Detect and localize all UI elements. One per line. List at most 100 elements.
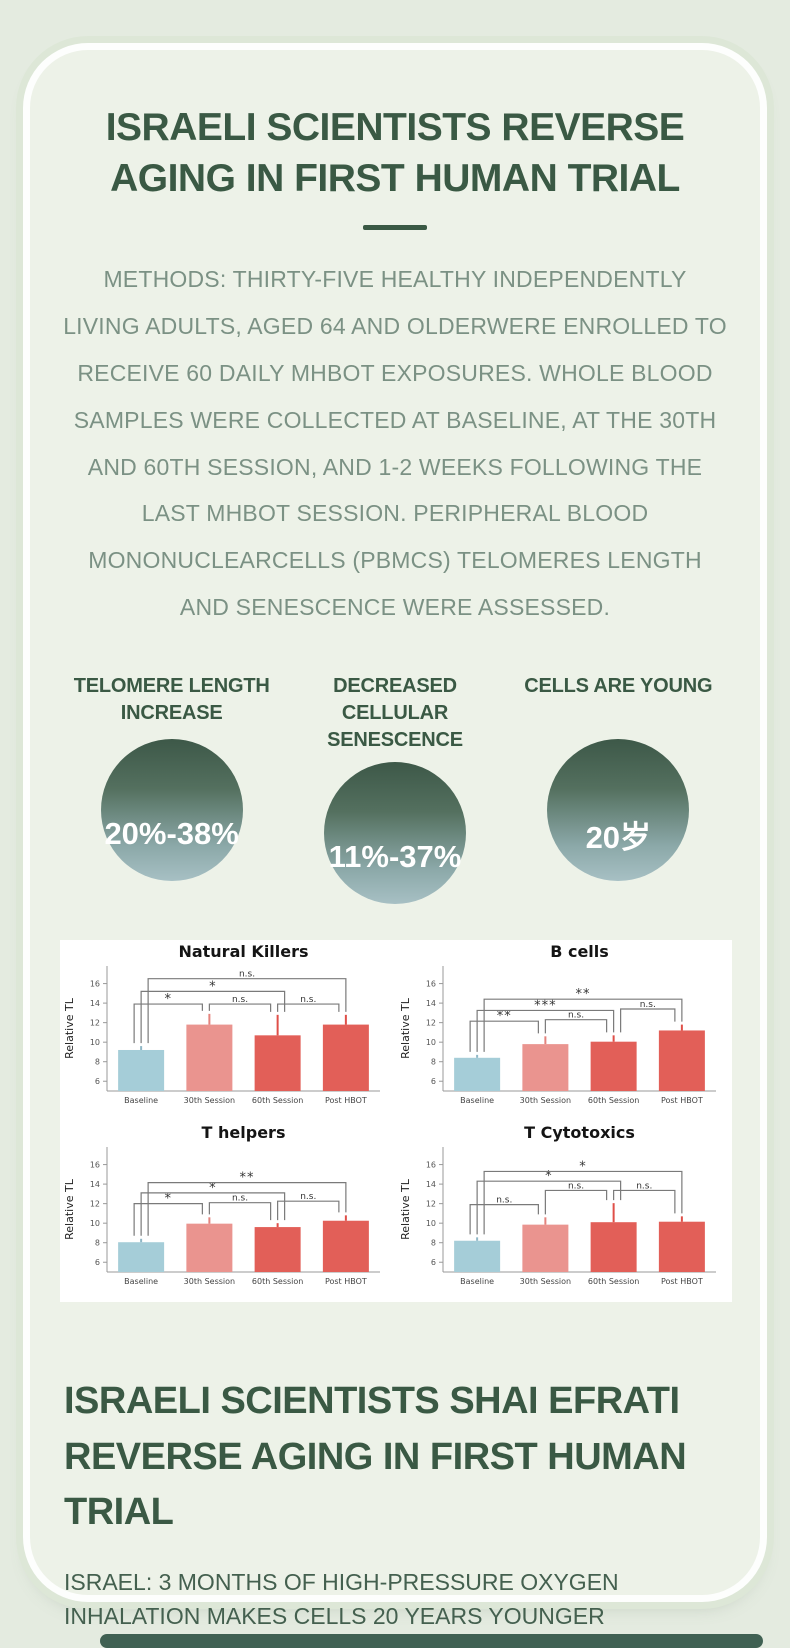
bar-chart: T helpers 6 8 10 12 14 16 Relative TL Baseline 30… bbox=[63, 1123, 380, 1286]
y-tick-label: 8 bbox=[95, 1239, 100, 1248]
y-tick-label: 6 bbox=[431, 1077, 436, 1086]
x-tick-label: Baseline bbox=[460, 1277, 494, 1286]
bar bbox=[118, 1050, 165, 1092]
stat-label: TELOMERE LENGTH INCREASE bbox=[73, 675, 270, 725]
methods-paragraph: METHODS: THIRTY-FIVE HEALTHY INDEPENDENT… bbox=[63, 265, 727, 621]
stat-column-telomere: TELOMERE LENGTH INCREASE 20%-38% bbox=[60, 673, 283, 904]
sig-bracket bbox=[483, 1171, 683, 1235]
y-tick-label: 10 bbox=[90, 1038, 100, 1047]
sig-label: n.s. bbox=[300, 995, 316, 1005]
x-tick-label: 30th Session bbox=[184, 1096, 235, 1105]
bar bbox=[254, 1227, 301, 1273]
x-tick-label: Post HBOT bbox=[325, 1277, 367, 1286]
main-card: ISRAELI SCIENTISTS REVERSE AGING IN FIRS… bbox=[30, 50, 760, 1629]
x-tick-label: 60th Session bbox=[588, 1277, 639, 1286]
chart-natural-killers: Natural Killers 6 8 10 12 14 16 Relative TL Base… bbox=[60, 940, 396, 1121]
x-tick-label: Post HBOT bbox=[661, 1277, 703, 1286]
y-tick-label: 14 bbox=[90, 1180, 100, 1189]
sig-label: n.s. bbox=[232, 1194, 248, 1204]
stat-circle: 11%-37% bbox=[323, 762, 466, 905]
x-tick-label: Baseline bbox=[124, 1096, 158, 1105]
stat-label: DECREASED CELLULAR SENESCENCE bbox=[327, 675, 463, 752]
y-tick-label: 16 bbox=[90, 1161, 100, 1170]
y-axis-label: Relative TL bbox=[399, 997, 412, 1059]
y-tick-label: 14 bbox=[426, 1180, 436, 1189]
footer-subheading: ISRAEL: 3 MONTHS OF HIGH-PRESSURE OXYGEN… bbox=[64, 1568, 619, 1630]
stat-label: CELLS ARE YOUNG bbox=[524, 675, 713, 698]
sig-label: n.s. bbox=[496, 1196, 512, 1206]
y-tick-label: 6 bbox=[95, 1258, 100, 1267]
bar bbox=[658, 1030, 705, 1092]
sig-bracket bbox=[140, 990, 286, 1044]
y-tick-label: 8 bbox=[95, 1058, 100, 1067]
stat-circle: 20岁 bbox=[547, 739, 690, 882]
chart-title: T helpers bbox=[202, 1123, 286, 1142]
x-tick-label: 30th Session bbox=[184, 1277, 235, 1286]
bar bbox=[454, 1057, 501, 1092]
y-tick-label: 12 bbox=[426, 1200, 436, 1209]
bar bbox=[118, 1242, 165, 1273]
bar bbox=[186, 1223, 233, 1273]
y-tick-label: 10 bbox=[426, 1038, 436, 1047]
next-card-peek-bar bbox=[100, 1634, 763, 1648]
y-axis-label: Relative TL bbox=[63, 1178, 76, 1240]
sig-label: n.s. bbox=[232, 995, 248, 1005]
bar bbox=[590, 1222, 637, 1273]
y-tick-label: 8 bbox=[431, 1058, 436, 1067]
stat-circle: 20%-38% bbox=[100, 739, 243, 882]
stat-column-senescence: DECREASED CELLULAR SENESCENCE 11%-37% bbox=[283, 673, 506, 905]
bar bbox=[322, 1024, 369, 1092]
title-divider bbox=[363, 224, 427, 230]
stat-column-young-cells: CELLS ARE YOUNG 20岁 bbox=[507, 673, 730, 904]
sig-bracket bbox=[147, 1182, 347, 1236]
sig-label: ** bbox=[497, 1009, 512, 1024]
y-tick-label: 14 bbox=[90, 999, 100, 1008]
sig-label: * bbox=[545, 1169, 553, 1184]
sig-label: n.s. bbox=[568, 1182, 584, 1192]
y-tick-label: 6 bbox=[431, 1258, 436, 1267]
y-tick-label: 10 bbox=[90, 1219, 100, 1228]
sig-bracket bbox=[469, 1204, 539, 1235]
x-tick-label: 60th Session bbox=[588, 1096, 639, 1105]
sig-label: * bbox=[209, 980, 217, 995]
page-title: ISRAELI SCIENTISTS REVERSE AGING IN FIRS… bbox=[105, 106, 685, 201]
y-tick-label: 8 bbox=[431, 1239, 436, 1248]
y-tick-label: 12 bbox=[90, 1200, 100, 1209]
sig-label: n.s. bbox=[640, 1000, 656, 1010]
chart-t-helpers: T helpers 6 8 10 12 14 16 Relative TL Baseline 30… bbox=[60, 1121, 396, 1302]
card-content: ISRAELI SCIENTISTS REVERSE AGING IN FIRS… bbox=[30, 102, 760, 1647]
bar-chart: B cells 6 8 10 12 14 16 Relative TL Baseline 30th… bbox=[399, 942, 716, 1105]
sig-label: n.s. bbox=[239, 970, 255, 980]
sig-label: ** bbox=[240, 1171, 255, 1186]
sig-bracket bbox=[483, 998, 683, 1053]
bar bbox=[322, 1220, 369, 1273]
y-axis-label: Relative TL bbox=[63, 997, 76, 1059]
bar bbox=[590, 1041, 637, 1092]
sig-label: * bbox=[579, 1160, 587, 1175]
sig-label: ** bbox=[576, 987, 591, 1002]
sig-bracket bbox=[476, 1180, 622, 1235]
bar bbox=[186, 1024, 233, 1092]
bar-chart: Natural Killers 6 8 10 12 14 16 Relative TL Base… bbox=[63, 942, 380, 1105]
sig-bracket bbox=[208, 1003, 272, 1013]
sig-bracket bbox=[277, 1003, 340, 1013]
bar bbox=[454, 1240, 501, 1273]
sig-label: n.s. bbox=[568, 1011, 584, 1021]
sig-bracket bbox=[133, 1203, 203, 1236]
sig-bracket bbox=[620, 1008, 676, 1033]
chart-title: Natural Killers bbox=[178, 942, 308, 961]
sig-bracket bbox=[133, 1003, 203, 1044]
sig-bracket bbox=[140, 1192, 286, 1236]
y-tick-label: 12 bbox=[426, 1019, 436, 1028]
x-tick-label: Post HBOT bbox=[661, 1096, 703, 1105]
bar bbox=[254, 1035, 301, 1092]
bar bbox=[522, 1224, 569, 1273]
sig-bracket bbox=[476, 1010, 615, 1053]
sig-label: n.s. bbox=[300, 1192, 316, 1202]
y-tick-label: 16 bbox=[426, 980, 436, 989]
chart-t-cytotoxics: T Cytotoxics 6 8 10 12 14 16 Relative TL Baselin… bbox=[396, 1121, 732, 1302]
sig-bracket bbox=[469, 1020, 539, 1053]
x-tick-label: Baseline bbox=[124, 1277, 158, 1286]
y-tick-label: 12 bbox=[90, 1019, 100, 1028]
